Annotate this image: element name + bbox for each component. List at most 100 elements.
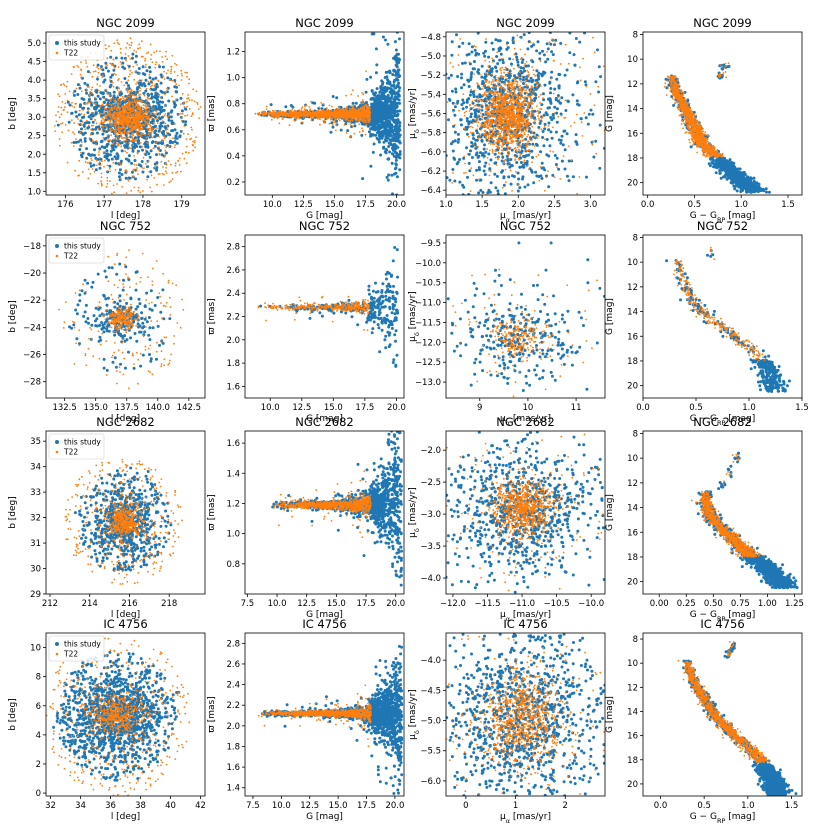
point-t22 — [106, 57, 109, 60]
point-this-study — [390, 111, 394, 115]
point-t22 — [349, 119, 352, 121]
point-t22 — [123, 115, 126, 118]
point-this-study — [387, 82, 391, 86]
point-t22 — [152, 130, 155, 133]
point-t22 — [146, 100, 149, 102]
point-t22 — [161, 120, 164, 122]
point-t22 — [125, 119, 128, 122]
point-this-study — [138, 96, 142, 100]
point-t22 — [149, 43, 152, 46]
point-t22 — [97, 127, 100, 130]
point-t22 — [139, 123, 142, 126]
point-this-study — [157, 116, 161, 120]
point-t22 — [123, 123, 125, 126]
point-t22 — [141, 166, 144, 169]
point-t22 — [127, 79, 130, 81]
point-t22 — [130, 41, 133, 44]
point-t22 — [363, 121, 365, 124]
point-t22 — [171, 54, 174, 57]
point-this-study — [398, 37, 401, 41]
point-this-study — [379, 153, 383, 157]
point-t22 — [145, 115, 148, 118]
point-this-study — [170, 119, 174, 123]
point-t22 — [109, 109, 111, 112]
point-t22 — [75, 138, 77, 141]
point-t22 — [142, 156, 145, 159]
point-t22 — [183, 106, 186, 108]
point-t22 — [181, 74, 184, 77]
point-this-study — [105, 156, 109, 160]
point-t22 — [150, 132, 153, 134]
point-t22 — [82, 109, 84, 111]
point-t22 — [323, 121, 326, 123]
point-t22 — [165, 50, 168, 53]
y-tick-label: 1.0 — [27, 187, 41, 197]
point-this-study — [389, 142, 393, 146]
point-t22 — [139, 47, 142, 49]
point-t22 — [188, 108, 191, 110]
point-t22 — [156, 100, 159, 103]
point-t22 — [163, 137, 166, 140]
point-this-study — [131, 52, 135, 56]
point-this-study — [96, 63, 100, 67]
point-t22 — [126, 170, 128, 173]
point-t22 — [368, 116, 371, 119]
point-t22 — [131, 113, 134, 116]
point-t22 — [118, 108, 121, 110]
point-this-study — [385, 89, 389, 92]
point-this-study — [381, 92, 385, 96]
point-t22 — [90, 116, 93, 119]
point-t22 — [96, 110, 99, 113]
point-t22 — [105, 104, 108, 106]
point-this-study — [151, 119, 155, 123]
point-t22 — [106, 170, 109, 172]
point-t22 — [101, 117, 104, 120]
point-this-study — [396, 92, 400, 95]
point-t22 — [361, 127, 363, 130]
point-t22 — [199, 106, 202, 108]
point-t22 — [310, 119, 313, 122]
point-t22 — [335, 109, 337, 112]
point-this-study — [115, 86, 119, 90]
point-t22 — [352, 89, 354, 91]
point-this-study — [144, 78, 148, 82]
point-t22 — [129, 37, 132, 40]
point-this-study — [156, 119, 159, 123]
point-t22 — [120, 128, 122, 131]
point-t22 — [137, 186, 140, 189]
point-t22 — [97, 89, 100, 92]
point-t22 — [101, 125, 103, 128]
point-t22 — [113, 132, 116, 135]
point-this-study — [369, 127, 373, 131]
point-t22 — [135, 125, 138, 128]
point-t22 — [73, 122, 75, 125]
x-tick-label: 179 — [174, 200, 190, 210]
point-t22 — [305, 104, 308, 107]
point-t22 — [127, 95, 129, 98]
y-tick-label: 4.5 — [27, 58, 41, 68]
point-this-study — [124, 157, 128, 161]
point-t22 — [267, 112, 270, 114]
point-t22 — [158, 135, 160, 138]
point-t22 — [177, 159, 180, 162]
point-t22 — [142, 104, 145, 107]
point-t22 — [61, 131, 64, 134]
point-this-study — [123, 67, 127, 70]
y-tick-label: 2.5 — [27, 132, 41, 142]
point-this-study — [360, 122, 364, 126]
point-t22 — [79, 131, 82, 134]
point-this-study — [372, 92, 376, 96]
point-t22 — [126, 42, 129, 45]
point-t22 — [129, 114, 132, 117]
point-t22 — [96, 76, 99, 78]
y-tick-label: 1.5 — [27, 169, 41, 179]
point-t22 — [185, 138, 188, 141]
point-t22 — [192, 144, 195, 147]
point-t22 — [133, 115, 136, 118]
point-t22 — [139, 108, 142, 111]
point-t22 — [122, 105, 124, 107]
point-this-study — [155, 92, 159, 96]
point-t22 — [332, 121, 335, 124]
legend-label-this-study: this study — [64, 39, 101, 48]
point-this-study — [393, 86, 397, 90]
